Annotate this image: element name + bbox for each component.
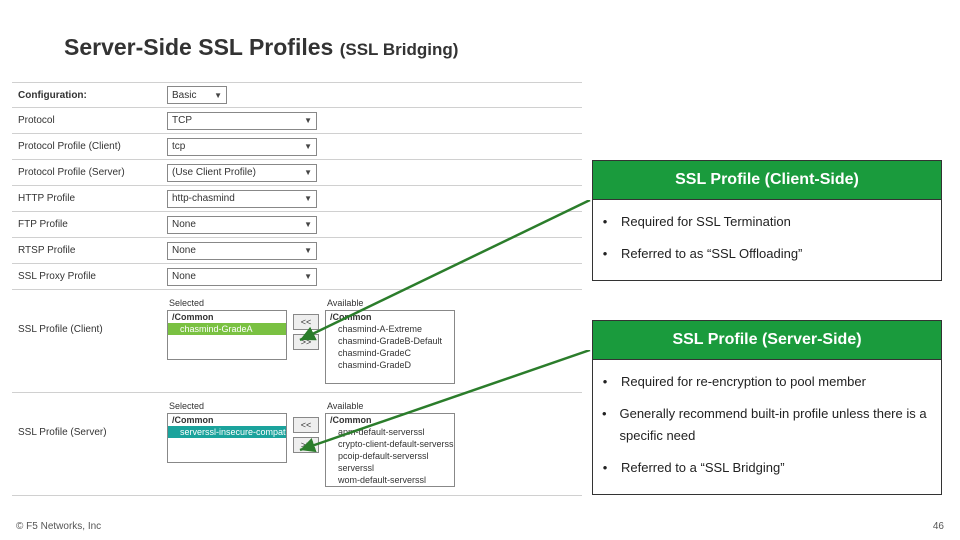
list-item[interactable]: serverssl-insecure-compatible [168,426,286,438]
sslproxy-select[interactable]: None▼ [167,268,317,286]
chevron-down-icon: ▼ [304,246,312,255]
config-mode-row: Configuration: Basic▼ [12,82,582,108]
list-item[interactable]: pcoip-default-serverssl [326,450,454,462]
row-rtsp: RTSP Profile None▼ [12,238,582,264]
slide-number: 46 [933,521,944,532]
row-ssl-server: SSL Profile (Server) Selected /Common se… [12,393,582,496]
list-item[interactable]: crypto-client-default-serverss [326,438,454,450]
move-right-button[interactable]: >> [293,334,319,350]
row-proto-client: Protocol Profile (Client) tcp▼ [12,134,582,160]
row-protocol: Protocol TCP▼ [12,108,582,134]
http-select[interactable]: http-chasmind▼ [167,190,317,208]
ftp-select[interactable]: None▼ [167,216,317,234]
row-sslproxy: SSL Proxy Profile None▼ [12,264,582,290]
list-item[interactable]: wom-default-serverssl [326,474,454,486]
row-proto-server: Protocol Profile (Server) (Use Client Pr… [12,160,582,186]
ssl-client-selected-box[interactable]: /Common chasmind-GradeA [167,310,287,360]
callout-client-head: SSL Profile (Client-Side) [592,160,942,199]
config-label: Configuration: [12,90,167,101]
callout-server-head: SSL Profile (Server-Side) [592,320,942,359]
row-http: HTTP Profile http-chasmind▼ [12,186,582,212]
list-item[interactable]: chasmind-GradeB-Default [326,335,454,347]
move-left-button[interactable]: << [293,417,319,433]
list-item[interactable]: chasmind-A-Extreme [326,323,454,335]
available-head: Available [325,401,455,411]
chevron-down-icon: ▼ [214,91,222,100]
chevron-down-icon: ▼ [304,194,312,203]
list-item[interactable]: serverssl [326,462,454,474]
ssl-server-available-box[interactable]: /Common apm-default-serverssl crypto-cli… [325,413,455,487]
move-right-button[interactable]: >> [293,437,319,453]
move-left-button[interactable]: << [293,314,319,330]
footer-copyright: © F5 Networks, Inc [16,521,101,532]
selected-head: Selected [167,401,287,411]
title-main: Server-Side SSL Profiles [64,34,333,60]
bullet-icon: • [601,403,607,447]
ssl-client-dual-list: Selected /Common chasmind-GradeA << >> A… [167,294,455,388]
list-item[interactable]: apm-default-serverssl [326,426,454,438]
chevron-down-icon: ▼ [304,142,312,151]
config-mode-select[interactable]: Basic▼ [167,86,227,104]
bullet-icon: • [601,243,609,265]
slide-title: Server-Side SSL Profiles (SSL Bridging) [64,34,458,61]
row-ssl-client: SSL Profile (Client) Selected /Common ch… [12,290,582,393]
chevron-down-icon: ▼ [304,168,312,177]
chevron-down-icon: ▼ [304,116,312,125]
rtsp-select[interactable]: None▼ [167,242,317,260]
callout-server: SSL Profile (Server-Side) •Required for … [592,320,942,495]
protocol-select[interactable]: TCP▼ [167,112,317,130]
available-head: Available [325,298,455,308]
ssl-server-dual-list: Selected /Common serverssl-insecure-comp… [167,397,455,491]
config-panel: Configuration: Basic▼ Protocol TCP▼ Prot… [12,82,582,496]
ssl-server-selected-box[interactable]: /Common serverssl-insecure-compatible [167,413,287,463]
chevron-down-icon: ▼ [304,272,312,281]
list-item[interactable]: chasmind-GradeC [326,347,454,359]
bullet-icon: • [601,457,609,479]
ssl-client-available-box[interactable]: /Common chasmind-A-Extreme chasmind-Grad… [325,310,455,384]
chevron-down-icon: ▼ [304,220,312,229]
callout-client: SSL Profile (Client-Side) •Required for … [592,160,942,281]
bullet-icon: • [601,371,609,393]
proto-server-select[interactable]: (Use Client Profile)▼ [167,164,317,182]
selected-head: Selected [167,298,287,308]
callout-server-body: •Required for re-encryption to pool memb… [592,359,942,495]
bullet-icon: • [601,211,609,233]
proto-client-select[interactable]: tcp▼ [167,138,317,156]
callout-client-body: •Required for SSL Termination •Referred … [592,199,942,281]
list-item[interactable]: chasmind-GradeA [168,323,286,335]
title-sub: (SSL Bridging) [340,40,459,59]
row-ftp: FTP Profile None▼ [12,212,582,238]
list-item[interactable]: chasmind-GradeD [326,359,454,371]
